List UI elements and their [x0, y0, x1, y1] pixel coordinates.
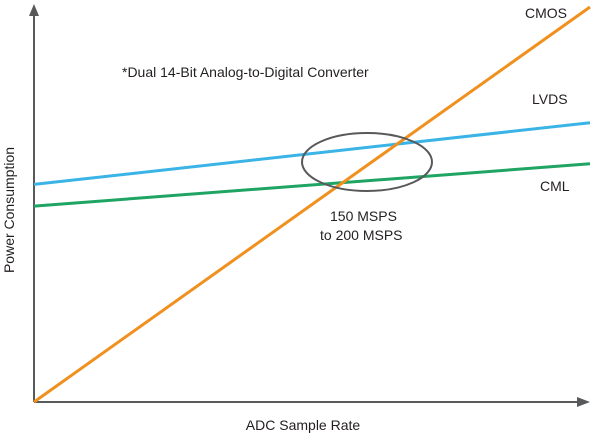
- series-label-cmos: CMOS: [525, 5, 567, 21]
- crossover-ellipse: [301, 132, 433, 192]
- series-line-cmos: [33, 5, 591, 404]
- series-line-lvds: [33, 121, 591, 186]
- y-axis-arrow-icon: [29, 4, 39, 16]
- series-label-lvds: LVDS: [532, 91, 568, 107]
- x-axis-arrow-icon: [577, 397, 590, 407]
- crossover-label-line2: to 200 MSPS: [320, 227, 403, 243]
- x-axis-label: ADC Sample Rate: [246, 417, 361, 433]
- crossover-label-line1: 150 MSPS: [330, 208, 397, 224]
- series-layer: [33, 5, 591, 404]
- series-label-cml: CML: [540, 178, 570, 194]
- series-line-cml: [33, 162, 591, 208]
- y-axis-label: Power Consumption: [1, 147, 17, 273]
- chart-note: *Dual 14-Bit Analog-to-Digital Converter: [122, 64, 369, 80]
